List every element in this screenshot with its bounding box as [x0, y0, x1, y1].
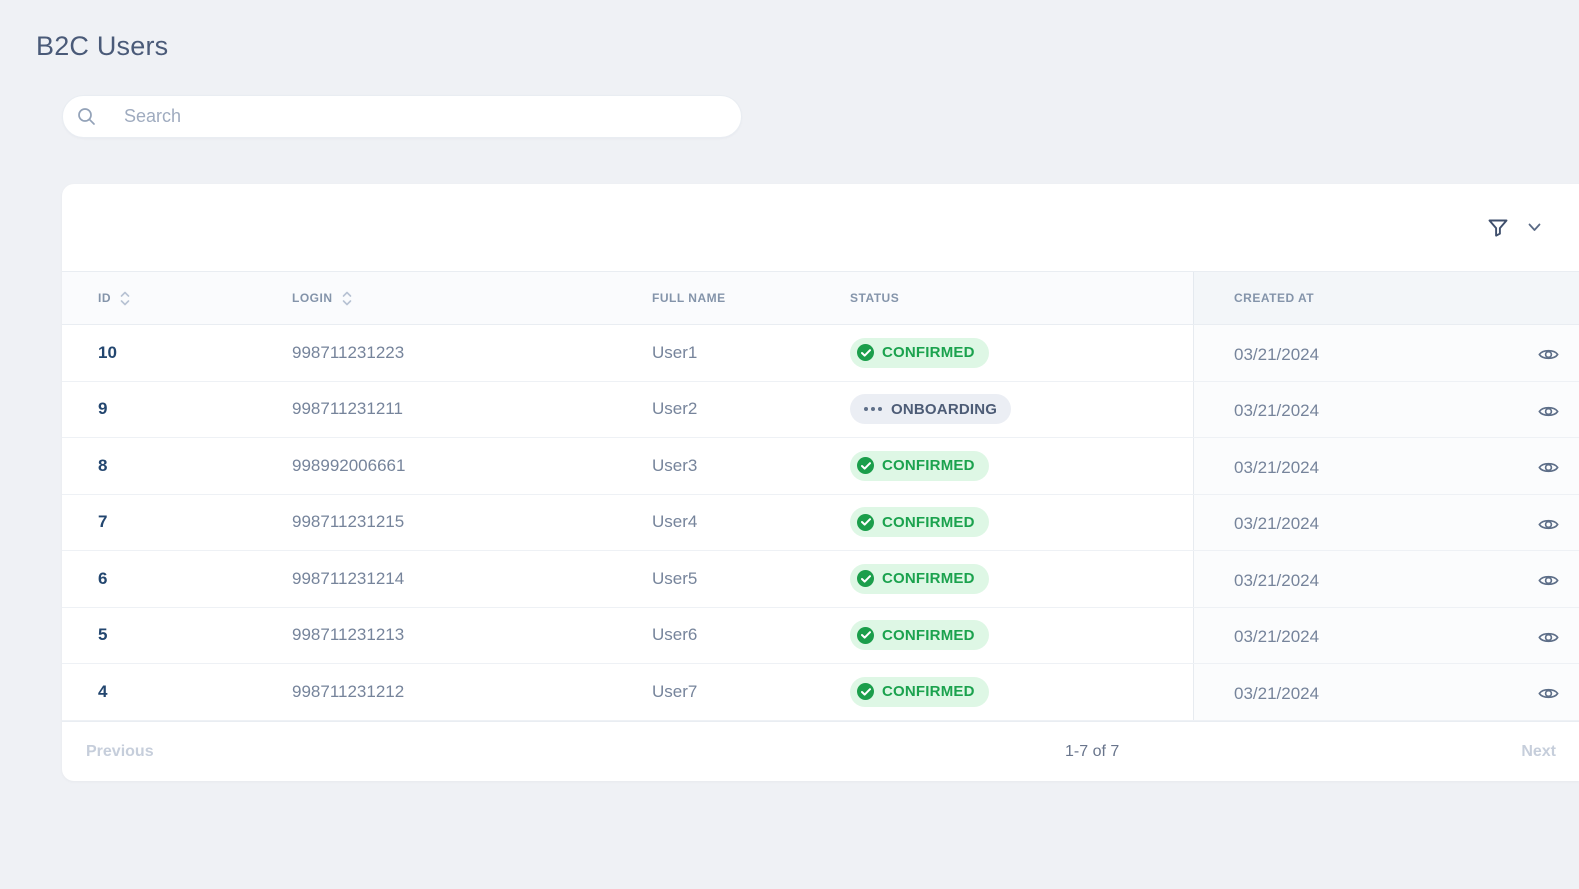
search-bar[interactable] [62, 95, 742, 138]
sort-icon [120, 290, 130, 307]
user-login: 998711231213 [292, 625, 405, 645]
search-input[interactable] [124, 96, 741, 137]
user-created-at: 03/21/2024 [1234, 344, 1320, 364]
user-login: 998711231214 [292, 568, 405, 588]
table-toolbar [62, 184, 1579, 271]
table-row: 8 998992006661 User3 CONFIRMED 03/21/202… [62, 438, 1579, 495]
status-badge: CONFIRMED [850, 507, 989, 538]
search-icon [77, 107, 96, 126]
user-full-name: User7 [652, 681, 698, 701]
user-created-at: 03/21/2024 [1234, 570, 1320, 590]
user-id-link[interactable]: 9 [98, 399, 108, 419]
eye-icon [1538, 573, 1559, 588]
table-row: 7 998711231215 User4 CONFIRMED 03/21/202… [62, 494, 1579, 551]
check-circle-icon [857, 683, 874, 701]
user-full-name: User6 [652, 625, 698, 645]
user-login: 998711231223 [292, 342, 405, 362]
user-created-at: 03/21/2024 [1234, 457, 1320, 477]
table-header-row: ID LOGIN FULL NAME STATUS CREATED AT [62, 271, 1579, 325]
column-header-actions [1538, 272, 1579, 324]
user-created-at: 03/21/2024 [1234, 627, 1320, 647]
pagination: Previous 1-7 of 7 Next [62, 721, 1579, 781]
ellipsis-icon [864, 407, 882, 412]
user-id-link[interactable]: 7 [98, 512, 108, 532]
status-badge: ONBOARDING [850, 394, 1012, 425]
user-full-name: User3 [652, 455, 698, 475]
eye-icon [1538, 347, 1559, 362]
filter-button[interactable] [1482, 212, 1545, 244]
user-login: 998711231212 [292, 681, 405, 701]
check-circle-icon [857, 626, 874, 644]
view-user-button[interactable] [1538, 630, 1559, 645]
view-user-button[interactable] [1538, 573, 1559, 588]
user-id-link[interactable]: 4 [98, 681, 108, 701]
status-label: CONFIRMED [882, 683, 975, 701]
eye-icon [1538, 686, 1559, 701]
table-row: 4 998711231212 User7 CONFIRMED 03/21/202… [62, 664, 1579, 721]
column-label: STATUS [850, 291, 900, 305]
user-id-link[interactable]: 5 [98, 625, 108, 645]
status-badge: CONFIRMED [850, 563, 989, 594]
column-label: CREATED AT [1234, 291, 1315, 305]
check-circle-icon [857, 344, 874, 362]
view-user-button[interactable] [1538, 347, 1559, 362]
status-label: CONFIRMED [882, 626, 975, 644]
eye-icon [1538, 517, 1559, 532]
user-full-name: User5 [652, 568, 698, 588]
check-circle-icon [857, 513, 874, 531]
eye-icon [1538, 404, 1559, 419]
eye-icon [1538, 630, 1559, 645]
table-row: 5 998711231213 User6 CONFIRMED 03/21/202… [62, 607, 1579, 664]
pagination-range: 1-7 of 7 [1065, 742, 1120, 760]
status-label: CONFIRMED [882, 513, 975, 531]
user-full-name: User2 [652, 399, 698, 419]
column-header-login[interactable]: LOGIN [290, 272, 650, 324]
status-label: CONFIRMED [882, 344, 975, 362]
user-login: 998711231211 [292, 399, 403, 419]
status-label: CONFIRMED [882, 570, 975, 588]
user-login: 998711231215 [292, 512, 405, 532]
view-user-button[interactable] [1538, 686, 1559, 701]
next-button[interactable]: Next [1521, 742, 1556, 760]
table-row: 10 998711231223 User1 CONFIRMED 03/21/20… [62, 325, 1579, 382]
column-header-status: STATUS [848, 272, 1193, 324]
column-label: LOGIN [292, 291, 333, 305]
status-badge: CONFIRMED [850, 337, 989, 368]
check-circle-icon [857, 570, 874, 588]
status-label: CONFIRMED [882, 457, 975, 475]
chevron-down-icon [1528, 223, 1541, 232]
view-user-button[interactable] [1538, 460, 1559, 475]
previous-button[interactable]: Previous [86, 742, 154, 760]
eye-icon [1538, 460, 1559, 475]
user-created-at: 03/21/2024 [1234, 514, 1320, 534]
column-header-full_name: FULL NAME [650, 272, 848, 324]
user-login: 998992006661 [292, 455, 406, 475]
sort-icon [342, 290, 352, 307]
status-badge: CONFIRMED [850, 620, 989, 651]
check-circle-icon [857, 457, 874, 475]
user-full-name: User1 [652, 342, 698, 362]
user-full-name: User4 [652, 512, 698, 532]
status-badge: CONFIRMED [850, 676, 989, 707]
page-title: B2C Users [36, 31, 169, 61]
status-badge: CONFIRMED [850, 450, 989, 481]
user-created-at: 03/21/2024 [1234, 683, 1320, 703]
column-header-created_at: CREATED AT [1193, 272, 1538, 324]
user-id-link[interactable]: 6 [98, 568, 108, 588]
user-id-link[interactable]: 10 [98, 342, 117, 362]
filter-icon [1486, 216, 1510, 240]
user-id-link[interactable]: 8 [98, 455, 108, 475]
view-user-button[interactable] [1538, 404, 1559, 419]
table-row: 6 998711231214 User5 CONFIRMED 03/21/202… [62, 551, 1579, 608]
status-label: ONBOARDING [891, 400, 998, 418]
column-header-id[interactable]: ID [62, 272, 290, 324]
users-table-card: ID LOGIN FULL NAME STATUS CREATED AT 10 9987… [62, 184, 1579, 781]
view-user-button[interactable] [1538, 517, 1559, 532]
column-label: ID [98, 291, 111, 305]
column-label: FULL NAME [652, 291, 726, 305]
table-row: 9 998711231211 User2 ONBOARDING 03/21/20… [62, 381, 1579, 438]
table-body: 10 998711231223 User1 CONFIRMED 03/21/20… [62, 325, 1579, 721]
user-created-at: 03/21/2024 [1234, 401, 1320, 421]
